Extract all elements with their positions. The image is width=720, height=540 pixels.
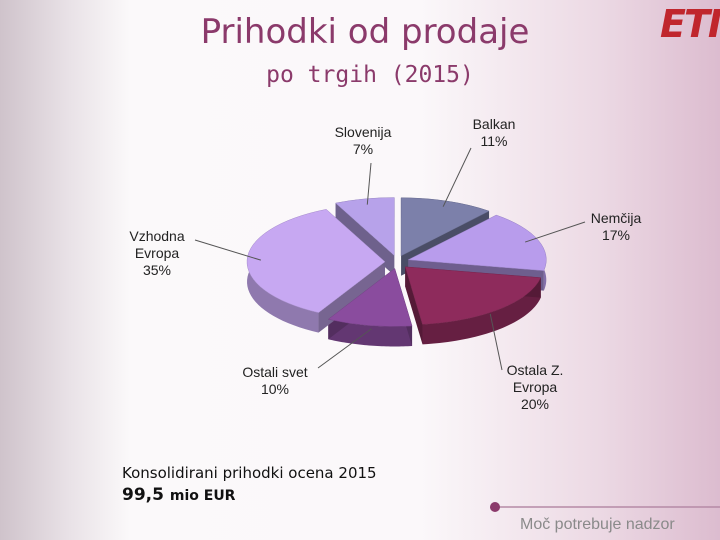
value-label: 35% <box>142 262 172 278</box>
leader-line <box>366 162 372 205</box>
category-label: Nemčija <box>590 210 642 226</box>
slice <box>335 197 395 257</box>
leader-line <box>489 313 503 371</box>
slogan: Moč potrebuje nadzor <box>520 516 675 533</box>
footer-dot <box>490 502 500 512</box>
category-label: Ostala Z. Evropa <box>506 362 564 395</box>
data-label: Nemčija 17% <box>580 210 652 244</box>
subtitle: po trgih (2015) <box>266 62 474 88</box>
data-label: Balkan 11% <box>455 116 533 150</box>
category-label: Ostali svet <box>242 364 308 380</box>
value-label: 17% <box>601 227 631 243</box>
value-label: 7% <box>352 141 374 157</box>
note: Konsolidirani prihodki ocena 2015 <box>122 464 377 482</box>
leader-line <box>317 328 372 369</box>
slice <box>400 197 490 257</box>
amount-line: 99,5 mio EUR <box>122 485 235 505</box>
data-label: Ostala Z. Evropa 20% <box>492 362 578 413</box>
slice-tops <box>246 197 547 327</box>
slice-side <box>328 319 413 347</box>
slice-side <box>422 277 541 345</box>
slice <box>407 214 547 271</box>
value-label: 10% <box>260 381 290 397</box>
category-label: Balkan <box>472 116 516 132</box>
leader-line <box>194 239 262 261</box>
slice <box>246 209 386 313</box>
value-label: 11% <box>480 133 508 149</box>
data-label: Ostali svet 10% <box>228 364 322 398</box>
value-label: 20% <box>520 396 550 412</box>
slice <box>327 268 413 327</box>
data-label: Vzhodna Evropa 35% <box>112 228 202 279</box>
amount-unit: mio EUR <box>169 488 236 504</box>
logo: ETI <box>660 2 720 46</box>
slice <box>404 266 542 325</box>
leader-line <box>524 221 586 243</box>
leader-line <box>442 147 472 207</box>
category-label: Vzhodna Evropa <box>129 228 185 261</box>
title: Prihodki od prodaje <box>200 12 530 52</box>
category-label: Slovenija <box>334 124 392 140</box>
slice-wall <box>405 266 423 345</box>
data-label: Slovenija 7% <box>320 124 406 158</box>
amount: 99,5 <box>122 485 164 505</box>
